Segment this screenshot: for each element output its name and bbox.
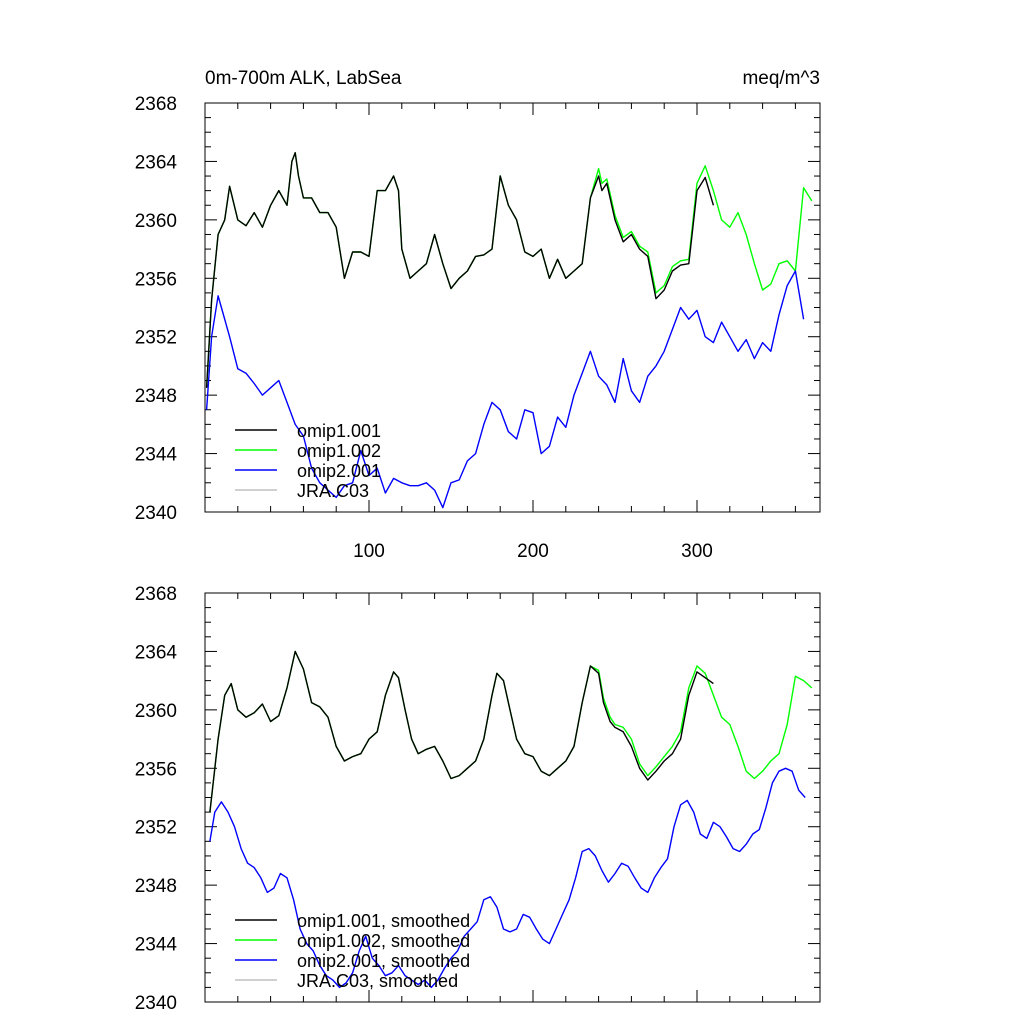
series-line-1 bbox=[205, 152, 813, 388]
series-line-1 bbox=[209, 650, 813, 813]
x-tick-label: 100 bbox=[353, 541, 385, 562]
top-panel-title: 0m-700m ALK, LabSea bbox=[205, 68, 402, 89]
legend-label: omip1.001 bbox=[297, 421, 381, 441]
series-line-0 bbox=[205, 152, 715, 388]
legend-label: omip2.001 bbox=[297, 461, 381, 481]
legend-label: omip1.002, smoothed bbox=[297, 931, 470, 951]
series-line-0 bbox=[209, 650, 714, 813]
bottom-panel: 2340 2344 2348 2352 2356 2360 2364 2368 omip1.00… bbox=[135, 584, 821, 1014]
x-tick-label: 200 bbox=[517, 541, 549, 562]
y-tick-label: 2360 bbox=[135, 211, 177, 232]
legend-label: JRA.C03 bbox=[297, 481, 369, 501]
x-tick-label: 300 bbox=[681, 541, 713, 562]
y-tick-label: 2348 bbox=[135, 876, 177, 897]
y-tick-label: 2356 bbox=[135, 759, 177, 780]
top-panel-units: meq/m^3 bbox=[742, 68, 820, 89]
y-tick-label: 2340 bbox=[135, 503, 177, 524]
series-line-2 bbox=[205, 270, 805, 509]
top-panel: 0m-700m ALK, LabSea meq/m^3 2340 2344 2348… bbox=[135, 68, 821, 562]
series-line-2 bbox=[209, 767, 806, 989]
y-tick-label: 2348 bbox=[135, 386, 177, 407]
y-tick-label: 2344 bbox=[135, 445, 178, 466]
y-tick-label: 2368 bbox=[135, 584, 177, 605]
y-tick-label: 2352 bbox=[135, 818, 177, 839]
legend-label: omip1.002 bbox=[297, 441, 381, 461]
y-tick-label: 2360 bbox=[135, 701, 177, 722]
y-tick-label: 2356 bbox=[135, 269, 177, 290]
y-tick-label: 2340 bbox=[135, 993, 177, 1014]
legend-label: JRA.C03, smoothed bbox=[297, 971, 458, 991]
y-tick-label: 2352 bbox=[135, 328, 177, 349]
y-tick-label: 2364 bbox=[135, 152, 178, 173]
y-tick-label: 2344 bbox=[135, 935, 178, 956]
y-tick-label: 2368 bbox=[135, 94, 177, 115]
legend-label: omip1.001, smoothed bbox=[297, 911, 470, 931]
legend-label: omip2.001, smoothed bbox=[297, 951, 470, 971]
y-tick-label: 2364 bbox=[135, 642, 178, 663]
